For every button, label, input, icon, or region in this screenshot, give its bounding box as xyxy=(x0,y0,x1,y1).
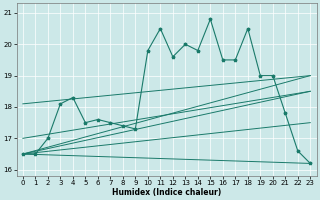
X-axis label: Humidex (Indice chaleur): Humidex (Indice chaleur) xyxy=(112,188,221,197)
